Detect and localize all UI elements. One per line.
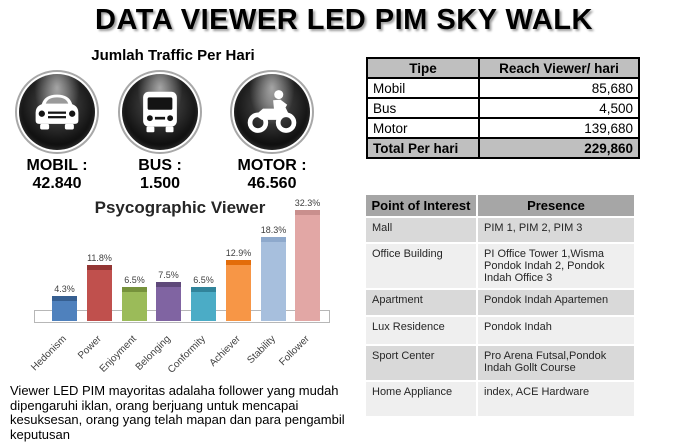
reach-row-value: 139,680 xyxy=(478,117,640,139)
reach-table-row: Motor 139,680 xyxy=(366,117,640,139)
bar-value-label: 32.3% xyxy=(294,198,321,208)
poi-table-header-row: Point of Interest Presence xyxy=(366,195,634,216)
chart-bar-cap xyxy=(122,287,147,292)
poi-row-value: PI Office Tower 1,Wisma Pondok Indah 2, … xyxy=(478,244,634,288)
chart-bar xyxy=(295,210,320,321)
bar-value-label: 7.5% xyxy=(158,270,179,280)
traffic-value: 1.500 xyxy=(139,175,181,192)
chart-bar-cap xyxy=(156,282,181,287)
poi-table-row: Home Appliance index, ACE Hardware xyxy=(366,382,634,416)
chart-title: Psycographic Viewer xyxy=(94,198,266,217)
poi-row-label: Home Appliance xyxy=(366,382,476,416)
reach-table-row: Bus 4,500 xyxy=(366,97,640,119)
reach-header-value: Reach Viewer/ hari xyxy=(478,57,640,79)
poi-table-row: Mall PIM 1, PIM 2, PIM 3 xyxy=(366,218,634,242)
chart-bar-cap xyxy=(295,210,320,215)
summary-text: Viewer LED PIM mayoritas adalaha followe… xyxy=(10,383,345,443)
chart-bar-cap xyxy=(261,237,286,242)
reach-row-label: Mobil xyxy=(366,77,480,99)
traffic-value: 46.560 xyxy=(247,175,297,192)
icon-badge xyxy=(118,70,202,154)
poi-table-row: Apartment Pondok Indah Apartemen xyxy=(366,290,634,315)
bar-value-label: 12.9% xyxy=(225,248,252,258)
poi-table: Point of Interest Presence Mall PIM 1, PI… xyxy=(366,195,634,418)
poi-table-row: Sport Center Pro Arena Futsal,Pondok Inda… xyxy=(366,346,634,380)
reach-row-value: 85,680 xyxy=(478,77,640,99)
poi-row-value: PIM 1, PIM 2, PIM 3 xyxy=(478,218,634,242)
chart-bar xyxy=(122,287,147,321)
traffic-label: MOTOR : xyxy=(237,157,307,174)
chart-bar-cap xyxy=(191,287,216,292)
motorcycle-icon xyxy=(234,74,310,150)
reach-total-label: Total Per hari xyxy=(366,137,480,159)
bar-value-label: 18.3% xyxy=(260,225,287,235)
reach-total-value: 229,860 xyxy=(478,137,640,159)
traffic-label: MOBIL : xyxy=(26,157,88,174)
poi-row-label: Office Building xyxy=(366,244,476,288)
reach-row-value: 4,500 xyxy=(478,97,640,119)
bar-value-label: 6.5% xyxy=(193,275,214,285)
poi-row-value: Pondok Indah Apartemen xyxy=(478,290,634,315)
bus-icon xyxy=(122,74,198,150)
chart-bar xyxy=(156,282,181,321)
poi-table-row: Office Building PI Office Tower 1,Wisma P… xyxy=(366,244,634,288)
psychographic-bar-chart: Psycographic Viewer 4.3% Hedonism 11.8% Pow… xyxy=(29,198,365,390)
reach-table-row: Mobil 85,680 xyxy=(366,77,640,99)
chart-bar xyxy=(226,260,251,321)
traffic-heading: Jumlah Traffic Per Hari xyxy=(91,47,255,64)
bar-value-label: 11.8% xyxy=(87,253,112,263)
traffic-item: MOBIL :42.840 xyxy=(9,70,105,193)
reach-row-label: Bus xyxy=(366,97,480,119)
poi-table-row: Lux Residence Pondok Indah xyxy=(366,317,634,344)
poi-row-value: index, ACE Hardware xyxy=(478,382,634,416)
chart-bar xyxy=(52,296,77,321)
icon-badge xyxy=(230,70,314,154)
poi-row-label: Sport Center xyxy=(366,346,476,380)
chart-bar-cap xyxy=(226,260,251,265)
chart-bar xyxy=(261,237,286,321)
poi-row-label: Mall xyxy=(366,218,476,242)
traffic-value: 42.840 xyxy=(32,175,82,192)
reach-row-label: Motor xyxy=(366,117,480,139)
traffic-item: MOTOR :46.560 xyxy=(224,70,320,193)
traffic-items: MOBIL :42.840 BUS :1.500 MOTOR :46.560 xyxy=(0,70,360,198)
poi-row-value: Pondok Indah xyxy=(478,317,634,344)
traffic-item: BUS :1.500 xyxy=(112,70,208,193)
bar-value-label: 4.3% xyxy=(54,284,75,294)
reach-table-header-row: Tipe Reach Viewer/ hari xyxy=(366,57,640,79)
poi-header-presence: Presence xyxy=(478,195,634,216)
poi-row-label: Lux Residence xyxy=(366,317,476,344)
reach-table: Tipe Reach Viewer/ hari Mobil 85,680 Bus 4,… xyxy=(366,57,640,159)
poi-header-point-of-interest: Point of Interest xyxy=(366,195,476,216)
traffic-label: BUS : xyxy=(138,157,182,174)
bar-value-label: 6.5% xyxy=(124,275,145,285)
icon-badge xyxy=(15,70,99,154)
chart-bar xyxy=(191,287,216,321)
poi-row-value: Pro Arena Futsal,Pondok Indah Gollt Cour… xyxy=(478,346,634,380)
chart-bar xyxy=(87,265,112,321)
poi-row-label: Apartment xyxy=(366,290,476,315)
reach-header-tipe: Tipe xyxy=(366,57,480,79)
page-title: DATA VIEWER LED PIM SKY WALK xyxy=(95,4,593,36)
car-icon xyxy=(19,74,95,150)
reach-table-total-row: Total Per hari 229,860 xyxy=(366,137,640,159)
chart-bar-cap xyxy=(52,296,77,301)
chart-bar-cap xyxy=(87,265,112,270)
